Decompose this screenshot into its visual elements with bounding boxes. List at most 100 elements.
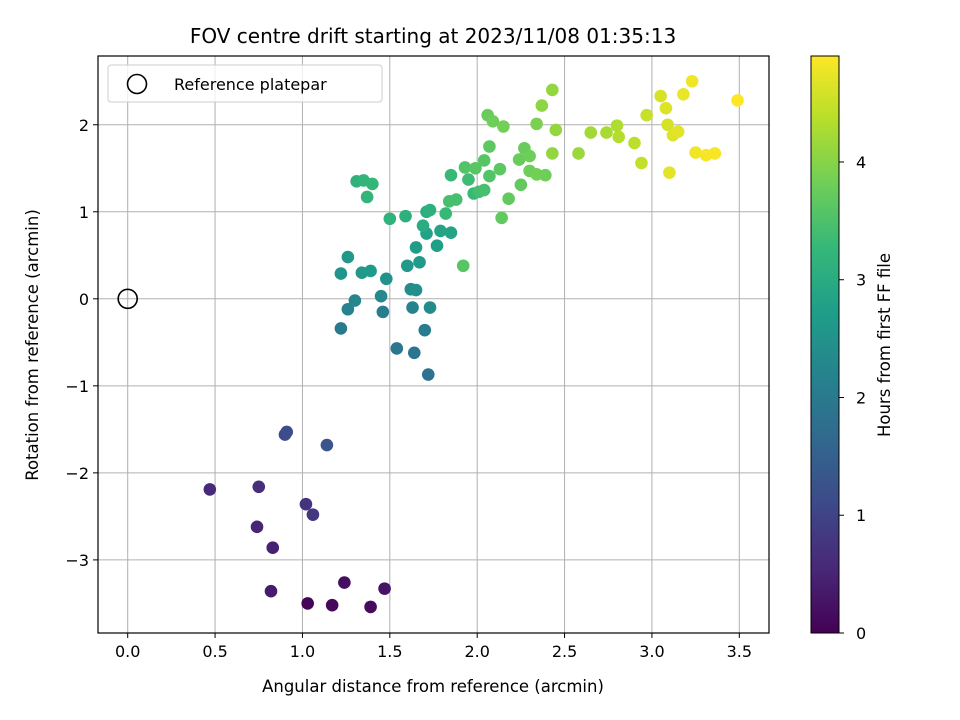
data-point — [659, 101, 673, 115]
y-tick-label: −2 — [65, 464, 89, 483]
data-point — [663, 166, 676, 179]
data-point — [434, 224, 447, 238]
legend-label-reference: Reference platepar — [174, 75, 327, 94]
x-tick-label: 0.5 — [202, 642, 227, 661]
data-point — [416, 219, 430, 233]
data-point — [546, 147, 559, 160]
data-point — [409, 283, 423, 297]
data-point — [477, 154, 491, 167]
data-point — [250, 520, 264, 534]
x-tick-label: 3.5 — [727, 642, 752, 661]
data-point — [364, 264, 377, 278]
x-tick-label: 1.0 — [290, 642, 315, 661]
data-point — [512, 153, 526, 166]
data-point — [677, 87, 690, 101]
data-point — [731, 94, 744, 107]
data-point — [338, 576, 351, 589]
data-point — [612, 130, 626, 144]
data-point — [495, 211, 508, 225]
data-point — [390, 342, 404, 355]
data-point — [380, 272, 393, 286]
data-point — [400, 259, 414, 273]
colorbar-tick-label: 3 — [856, 271, 866, 290]
data-point — [449, 193, 463, 206]
data-point — [523, 149, 536, 163]
data-point — [383, 212, 397, 226]
data-point — [456, 259, 470, 273]
data-point — [378, 582, 391, 595]
data-point — [549, 123, 563, 137]
data-point — [334, 322, 348, 335]
y-axis-ticks: −3 −2 −1 0 1 2 — [65, 116, 98, 570]
data-point — [203, 483, 217, 496]
y-tick-label: 0 — [79, 290, 89, 309]
data-point — [348, 294, 362, 307]
data-point — [252, 480, 266, 494]
data-point — [708, 147, 722, 160]
data-point — [301, 597, 314, 610]
data-point — [266, 541, 280, 555]
colorbar: 0 1 2 3 4 Hours from first FF file — [810, 55, 894, 643]
data-point — [264, 584, 278, 598]
data-point — [325, 598, 339, 612]
data-point — [689, 146, 702, 159]
data-point — [334, 267, 348, 280]
data-point — [399, 209, 412, 223]
x-axis-label: Angular distance from reference (arcmin) — [262, 677, 604, 696]
colorbar-tick-label: 0 — [856, 624, 866, 643]
legend-marker-reference — [126, 73, 148, 95]
data-point — [610, 119, 624, 132]
data-point — [413, 255, 426, 269]
data-point — [640, 108, 653, 122]
data-point — [514, 178, 528, 192]
data-point — [360, 190, 374, 204]
legend: Reference platepar — [107, 64, 383, 103]
data-point — [409, 241, 423, 254]
data-point — [635, 156, 648, 170]
data-point — [458, 161, 472, 174]
data-point — [407, 346, 421, 360]
y-tick-label: −3 — [65, 551, 89, 570]
colorbar-tick-label: 4 — [856, 153, 866, 172]
data-point — [539, 168, 552, 182]
colorbar-tick-label: 2 — [856, 388, 866, 407]
data-point — [444, 226, 458, 239]
y-tick-label: 1 — [79, 203, 89, 222]
data-point — [423, 301, 437, 314]
data-point — [418, 323, 432, 337]
data-point — [572, 147, 585, 160]
x-tick-label: 2.5 — [552, 642, 577, 661]
data-point — [341, 250, 355, 264]
data-point — [439, 207, 453, 220]
data-point — [364, 600, 377, 614]
colorbar-label: Hours from first FF file — [875, 253, 894, 437]
data-point — [423, 203, 437, 217]
legend-box — [107, 64, 383, 103]
data-point — [469, 161, 482, 175]
y-axis-label: Rotation from reference (arcmin) — [23, 209, 42, 481]
x-axis-ticks: 0.0 0.5 1.0 1.5 2.0 2.5 3.0 3.5 — [115, 633, 752, 661]
data-point — [628, 136, 641, 150]
grid — [98, 56, 769, 633]
colorbar-ticks: 0 1 2 3 4 — [839, 153, 866, 643]
data-point — [406, 301, 419, 314]
data-point — [374, 289, 388, 303]
data-point — [477, 183, 491, 197]
data-point — [497, 120, 510, 133]
data-point — [299, 497, 313, 511]
x-tick-label: 3.0 — [639, 642, 664, 661]
data-point — [486, 114, 500, 128]
data-point — [584, 126, 598, 139]
x-tick-label: 1.5 — [377, 642, 402, 661]
data-point — [421, 368, 435, 381]
data-point — [280, 425, 294, 439]
data-point — [306, 508, 320, 521]
data-point — [685, 74, 699, 88]
data-point — [502, 192, 515, 206]
colorbar-gradient — [810, 55, 840, 634]
data-point — [530, 117, 543, 131]
data-point — [483, 140, 496, 153]
chart-title: FOV centre drift starting at 2023/11/08 … — [190, 24, 676, 48]
data-point — [430, 239, 444, 253]
